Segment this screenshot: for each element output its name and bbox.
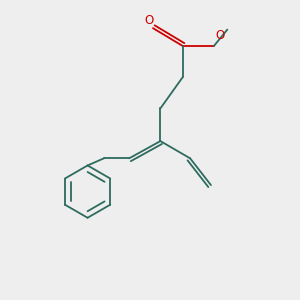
- Text: O: O: [215, 29, 225, 42]
- Text: O: O: [145, 14, 154, 27]
